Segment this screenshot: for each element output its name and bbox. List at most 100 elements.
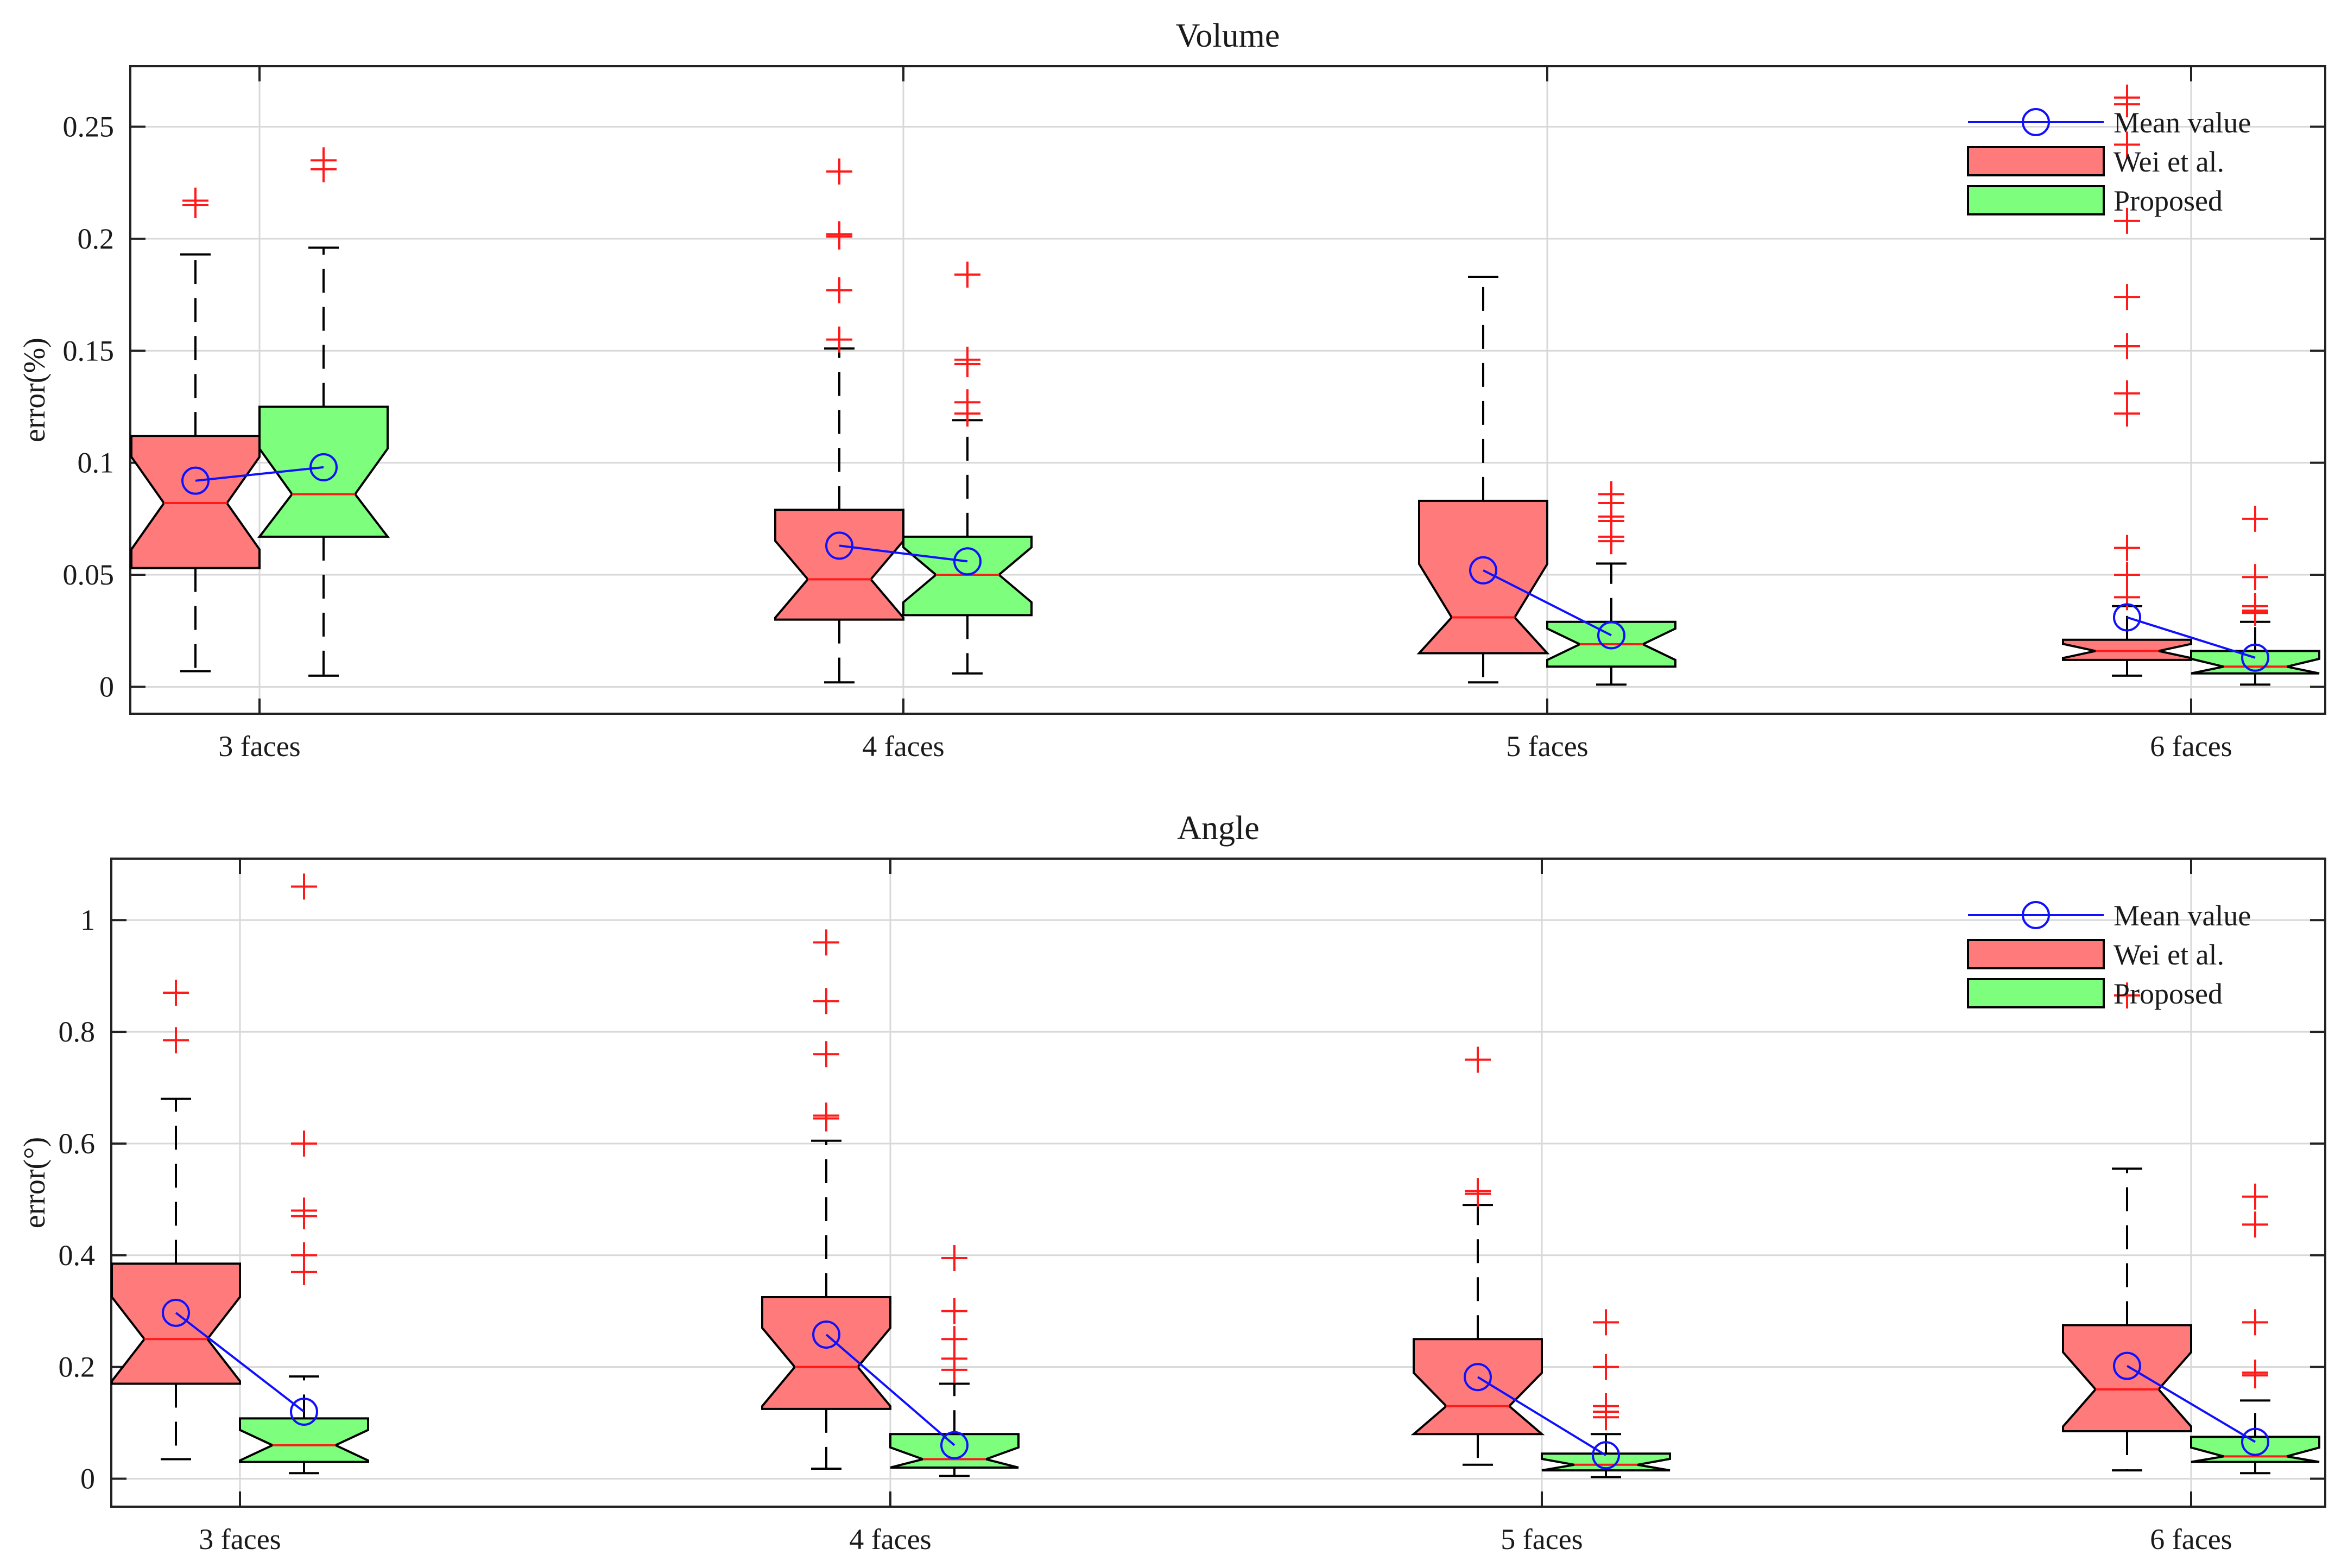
- y-tick-label: 0.2: [78, 223, 115, 255]
- proposed-box: [239, 1417, 369, 1463]
- y-tick-label: 0.8: [59, 1015, 96, 1048]
- y-tick-label: 0.6: [59, 1127, 96, 1160]
- outlier-marker: [2242, 600, 2268, 626]
- chart-title: Volume: [1176, 17, 1280, 54]
- y-tick-label: 0.2: [59, 1351, 96, 1383]
- y-tick-label: 0.25: [63, 110, 115, 143]
- outlier-marker: [2242, 1309, 2268, 1336]
- outlier-marker: [163, 1027, 189, 1053]
- mean-line: [2126, 1364, 2256, 1443]
- mean-marker: [2113, 1351, 2141, 1380]
- outlier-marker: [2242, 564, 2268, 591]
- wei-box: [111, 1262, 241, 1385]
- wei-box: [2062, 638, 2192, 661]
- legend-mean-marker: [2022, 901, 2050, 929]
- outlier-marker: [941, 1245, 967, 1271]
- x-tick-label: 5 faces: [1501, 1523, 1583, 1556]
- legend: Mean value Wei et al. Proposed: [1967, 899, 2251, 1010]
- outlier-marker: [2114, 584, 2140, 611]
- plot-frame: [110, 858, 2326, 1508]
- y-axis-label: error(%): [18, 338, 52, 442]
- proposed-box: [1541, 1452, 1671, 1472]
- mean-marker: [940, 1431, 969, 1459]
- outlier-marker: [311, 156, 337, 182]
- mean-line: [1477, 1376, 1607, 1457]
- wei-box: [1416, 499, 1550, 655]
- mean-marker: [1469, 556, 1497, 585]
- mean-line: [839, 544, 968, 563]
- proposed-box: [889, 1433, 1020, 1469]
- y-tick-label: 0.05: [63, 558, 115, 591]
- wei-box: [774, 509, 904, 621]
- proposed-box: [2190, 650, 2320, 675]
- mean-marker: [181, 466, 210, 495]
- legend-wei-swatch: [1967, 939, 2105, 969]
- legend-label-mean: Mean value: [2113, 106, 2251, 139]
- outlier-marker: [813, 988, 839, 1014]
- outlier-marker: [291, 1130, 317, 1157]
- outlier-marker: [2114, 333, 2140, 360]
- outlier-marker: [813, 1041, 839, 1068]
- outlier-marker: [2242, 1211, 2268, 1238]
- y-tick-label: 0.4: [59, 1239, 96, 1272]
- x-tick-label: 4 faces: [849, 1523, 931, 1556]
- outlier-marker: [2114, 400, 2140, 427]
- outlier-marker: [941, 1356, 967, 1383]
- outlier-marker: [291, 873, 317, 900]
- mean-line: [195, 466, 324, 482]
- legend-label-proposed: Proposed: [2113, 977, 2223, 1010]
- proposed-box: [2190, 1436, 2320, 1463]
- y-axis-label: error(°): [18, 1137, 52, 1229]
- mean-marker: [812, 1320, 840, 1349]
- wei-box: [1410, 1338, 1545, 1436]
- outlier-marker: [182, 187, 208, 214]
- outlier-marker: [2114, 982, 2140, 1009]
- x-tick-label: 3 faces: [199, 1523, 281, 1556]
- legend-proposed-swatch: [1967, 185, 2105, 215]
- x-tick-label: 6 faces: [2150, 730, 2232, 763]
- outlier-marker: [2242, 1183, 2268, 1210]
- y-tick-label: 0.1: [78, 447, 115, 479]
- outlier-marker: [1593, 1309, 1619, 1336]
- outlier-marker: [813, 1105, 839, 1132]
- mean-marker: [1464, 1363, 1492, 1392]
- mean-marker: [2113, 603, 2141, 632]
- outlier-marker: [291, 1203, 317, 1229]
- chart-title: Angle: [1177, 810, 1260, 847]
- legend-label-wei: Wei et al.: [2113, 938, 2224, 971]
- outlier-marker: [2114, 207, 2140, 234]
- mean-marker: [953, 547, 982, 576]
- x-tick-label: 3 faces: [218, 730, 300, 763]
- outlier-marker: [954, 351, 980, 378]
- mean-line: [825, 1334, 955, 1446]
- outlier-marker: [1593, 1404, 1619, 1431]
- outlier-marker: [941, 1298, 967, 1324]
- outlier-marker: [1465, 1046, 1491, 1073]
- mean-marker: [1597, 621, 1625, 650]
- outlier-marker: [2114, 535, 2140, 561]
- x-tick-label: 4 faces: [862, 730, 944, 763]
- x-tick-label: 6 faces: [2150, 1523, 2232, 1556]
- y-tick-label: 1: [80, 904, 95, 936]
- wei-box: [761, 1296, 891, 1410]
- mean-marker: [2241, 643, 2269, 672]
- outlier-marker: [954, 261, 980, 288]
- outlier-marker: [2114, 284, 2140, 310]
- outlier-marker: [2114, 131, 2140, 158]
- outlier-marker: [1465, 1180, 1491, 1207]
- legend: Mean value Wei et al. Proposed: [1967, 106, 2251, 217]
- mean-marker: [162, 1298, 190, 1327]
- outlier-marker: [813, 929, 839, 956]
- proposed-box: [257, 405, 390, 538]
- outlier-marker: [2242, 1362, 2268, 1389]
- outlier-marker: [826, 223, 852, 250]
- outlier-marker: [1593, 1354, 1619, 1380]
- legend-label-mean: Mean value: [2113, 899, 2251, 932]
- outlier-marker: [826, 158, 852, 185]
- outlier-marker: [2114, 562, 2140, 588]
- outlier-marker: [826, 277, 852, 303]
- mean-line: [1483, 569, 1612, 637]
- mean-marker: [1592, 1441, 1620, 1470]
